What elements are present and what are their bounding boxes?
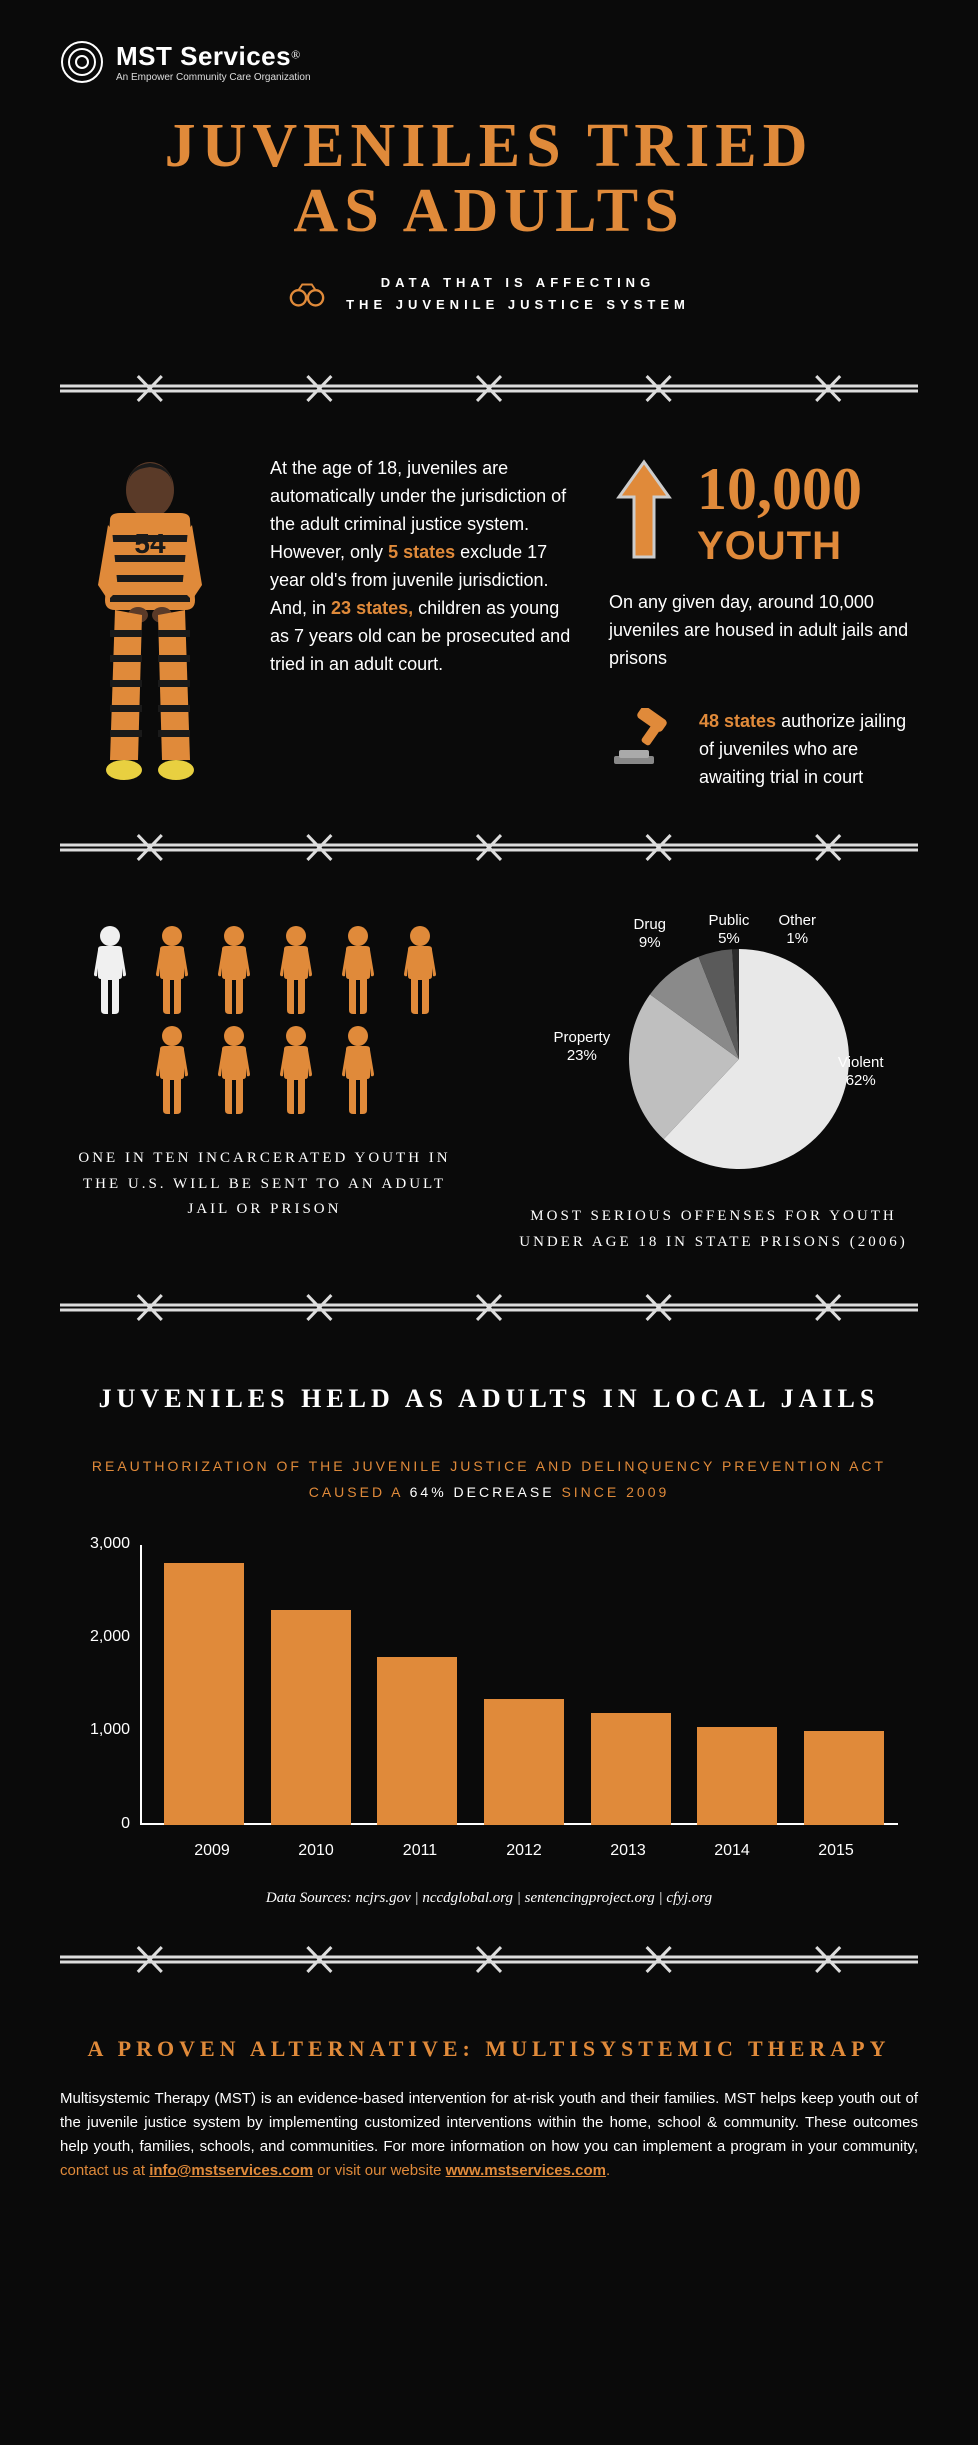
barbed-wire-divider (60, 1287, 918, 1327)
x-tick-label: 2010 (276, 1842, 356, 1860)
logo-mark-icon (60, 40, 104, 84)
pie-label-public: Public5% (709, 912, 750, 948)
stat-label: YOUTH (697, 524, 862, 569)
handcuffs-icon (288, 280, 326, 308)
person-icon (334, 924, 382, 1016)
person-icon (86, 924, 134, 1016)
y-tick-label: 3,000 (70, 1535, 130, 1553)
alternative-heading: A PROVEN ALTERNATIVE: MULTISYSTEMIC THER… (60, 2036, 918, 2062)
section-heading: JUVENILES HELD AS ADULTS IN LOCAL JAILS (60, 1384, 918, 1414)
x-tick-label: 2015 (796, 1842, 876, 1860)
gavel-icon (609, 708, 679, 768)
person-icon (210, 1024, 258, 1116)
person-icon (396, 924, 444, 1016)
y-tick-label: 0 (70, 1815, 130, 1833)
pie-label-other: Other1% (779, 912, 817, 948)
x-tick-label: 2013 (588, 1842, 668, 1860)
x-tick-label: 2009 (172, 1842, 252, 1860)
bar (804, 1731, 884, 1824)
subtitle: DATA THAT IS AFFECTINGTHE JUVENILE JUSTI… (346, 272, 690, 316)
page-title: JUVENILES TRIEDAS ADULTS (60, 114, 918, 244)
pie-label-drug: Drug9% (634, 916, 667, 952)
pie-chart: Violent62% Property23% Drug9% Public5% O… (554, 924, 874, 1184)
bar-chart: 01,0002,0003,000 20092010201120122013201… (60, 1545, 918, 1865)
chart-subtitle: REAUTHORIZATION OF THE JUVENILE JUSTICE … (60, 1454, 918, 1504)
y-tick-label: 2,000 (70, 1628, 130, 1646)
prisoner-icon: 54 (60, 455, 240, 795)
y-tick-label: 1,000 (70, 1721, 130, 1739)
logo-tagline: An Empower Community Care Organization (116, 72, 311, 83)
x-tick-label: 2011 (380, 1842, 460, 1860)
person-icon (272, 1024, 320, 1116)
person-icon (148, 924, 196, 1016)
bar (377, 1657, 457, 1825)
people-pictogram (60, 924, 469, 1116)
person-icon (334, 1024, 382, 1116)
barbed-wire-divider (60, 827, 918, 867)
pie-label-property: Property23% (554, 1029, 611, 1065)
intro-section: 54 At the age of 18, juveniles are autom… (60, 455, 918, 795)
alternative-body: Multisystemic Therapy (MST) is an eviden… (60, 2087, 918, 2183)
stats-row: ONE IN TEN INCARCERATED YOUTH IN THE U.S… (60, 924, 918, 1255)
stat-number: 10,000 (697, 455, 862, 524)
person-icon (272, 924, 320, 1016)
bar (484, 1699, 564, 1825)
arrow-up-icon (609, 457, 679, 567)
bar (697, 1727, 777, 1825)
intro-paragraph: At the age of 18, juveniles are automati… (270, 455, 579, 678)
stats-column: 10,000 YOUTH On any given day, around 10… (609, 455, 918, 791)
logo-name: MST Services® (116, 41, 311, 72)
pie-label-violent: Violent62% (838, 1054, 884, 1090)
barbed-wire-divider (60, 368, 918, 408)
svg-text:54: 54 (134, 528, 166, 559)
data-sources: Data Sources: ncjrs.gov | nccdglobal.org… (60, 1890, 918, 1907)
gavel-text: 48 states authorize jailing of juveniles… (699, 708, 918, 792)
person-icon (210, 924, 258, 1016)
subtitle-row: DATA THAT IS AFFECTINGTHE JUVENILE JUSTI… (60, 272, 918, 316)
x-tick-label: 2014 (692, 1842, 772, 1860)
person-icon (148, 1024, 196, 1116)
website-link[interactable]: www.mstservices.com (446, 2162, 606, 2179)
bar (164, 1563, 244, 1824)
stat-caption: On any given day, around 10,000 juvenile… (609, 589, 918, 673)
x-tick-label: 2012 (484, 1842, 564, 1860)
logo: MST Services® An Empower Community Care … (60, 40, 918, 84)
pie-caption: MOST SERIOUS OFFENSES FOR YOUTH UNDER AG… (509, 1204, 918, 1255)
bar (591, 1713, 671, 1825)
people-caption: ONE IN TEN INCARCERATED YOUTH IN THE U.S… (60, 1146, 469, 1223)
barbed-wire-divider (60, 1939, 918, 1979)
bar (271, 1610, 351, 1825)
contact-email[interactable]: info@mstservices.com (149, 2162, 313, 2179)
